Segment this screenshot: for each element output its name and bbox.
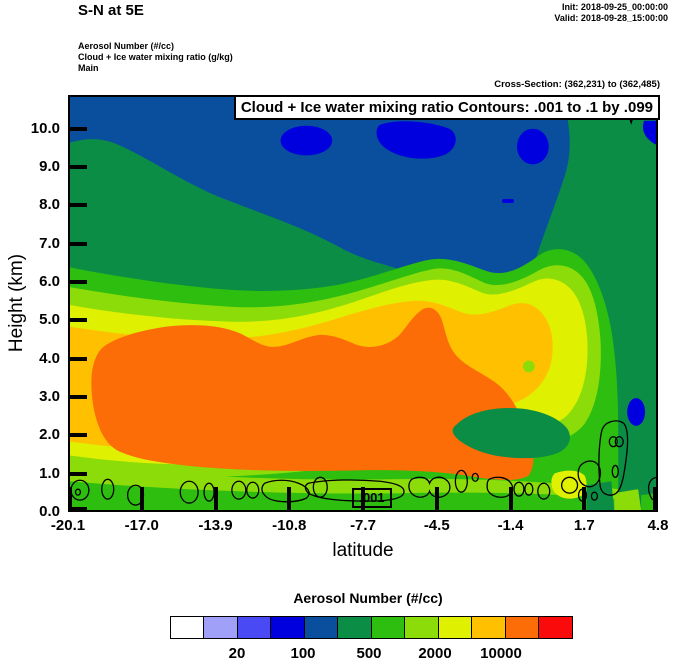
fill-blob-dark-green xyxy=(452,407,570,459)
y-tick-mark xyxy=(68,203,87,208)
x-tick-label: -17.0 xyxy=(124,517,159,534)
colorbar-label: 2000 xyxy=(418,645,452,662)
colorbar-swatch-10 xyxy=(504,616,540,639)
cloud-contour-lines xyxy=(70,110,656,506)
fill-band-surface-green xyxy=(70,481,619,510)
field-line-aerosol: Aerosol Number (#/cc) xyxy=(78,41,175,51)
page-title: S-N at 5E xyxy=(78,2,144,19)
fill-dot-yellow-green xyxy=(522,360,535,373)
colorbar-swatch-4 xyxy=(303,616,339,639)
x-tick-label: -4.5 xyxy=(423,517,450,534)
y-tick-label: 2.0 xyxy=(39,426,60,444)
init-timestamp: Init: 2018-09-25_00:00:00 xyxy=(561,2,668,12)
y-tick-label: 9.0 xyxy=(39,157,60,175)
colorbar-swatch-2 xyxy=(236,616,272,639)
colorbar-label: 20 xyxy=(228,645,246,662)
y-tick-mark xyxy=(68,126,87,131)
colorbar-label: 10000 xyxy=(480,645,522,662)
y-tick-mark xyxy=(68,164,87,169)
colorbar-label: 100 xyxy=(290,645,316,662)
y-tick-label: 6.0 xyxy=(39,272,60,290)
colorbar-swatch-11 xyxy=(538,616,573,639)
fill-blob-blue-1 xyxy=(280,125,333,156)
y-tick-label: 3.0 xyxy=(39,387,60,405)
colorbar-swatch-9 xyxy=(471,616,506,639)
x-tick-mark xyxy=(361,487,365,512)
colorbar xyxy=(169,616,573,639)
cross-section-info: Cross-Section: (362,231) to (362,485) xyxy=(494,79,660,90)
fill-blob-blue-4 xyxy=(643,120,656,145)
y-tick-label: 1.0 xyxy=(39,464,60,482)
colorbar-swatch-7 xyxy=(404,616,439,639)
y-tick-mark xyxy=(68,318,87,323)
y-tick-label: 5.0 xyxy=(39,311,60,329)
fill-patch-yellow-right xyxy=(551,470,587,499)
colorbar-swatch-6 xyxy=(370,616,406,639)
fill-blob-blue-5 xyxy=(502,199,514,203)
fill-blob-blue-lowright xyxy=(627,398,646,426)
x-tick-mark xyxy=(508,487,513,512)
y-tick-mark xyxy=(68,356,87,361)
colorbar-swatch-0 xyxy=(169,616,205,639)
fill-patch-dark-green-right xyxy=(586,481,615,510)
fill-region-orange-core xyxy=(91,307,534,480)
x-tick-mark xyxy=(434,487,439,512)
x-tick-mark xyxy=(139,487,144,512)
x-tick-label: -10.8 xyxy=(272,517,307,534)
valid-timestamp: Valid: 2018-09-28_15:00:00 xyxy=(554,13,668,23)
fill-patch-green-right xyxy=(641,493,656,510)
contour-field-canvas xyxy=(70,97,656,510)
contour-value-label: .001 xyxy=(352,488,392,508)
field-line-cloud: Cloud + Ice water mixing ratio (g/kg) xyxy=(78,52,233,62)
x-tick-label: 1.7 xyxy=(573,517,595,534)
x-tick-label: 4.8 xyxy=(647,517,669,534)
colorbar-swatch-1 xyxy=(203,616,238,639)
colorbar-label: 500 xyxy=(356,645,382,662)
x-tick-mark xyxy=(653,487,657,512)
y-tick-mark xyxy=(68,507,87,511)
x-tick-mark xyxy=(68,487,72,512)
x-tick-label: -13.9 xyxy=(198,517,233,534)
cross-section-plot xyxy=(68,95,658,512)
y-tick-label: 4.0 xyxy=(39,349,60,367)
y-tick-mark xyxy=(68,241,87,246)
x-tick-mark xyxy=(582,487,587,512)
y-axis-title: Height (km) xyxy=(6,253,27,353)
x-tick-mark xyxy=(287,487,292,512)
colorbar-swatch-3 xyxy=(270,616,305,639)
x-tick-label: -1.4 xyxy=(497,517,524,534)
y-tick-mark xyxy=(68,471,87,476)
y-tick-mark xyxy=(68,433,87,438)
y-tick-label: 8.0 xyxy=(39,196,60,214)
x-tick-mark xyxy=(213,487,218,512)
fill-patch-yellow-green-right xyxy=(614,489,642,510)
y-tick-label: 10.0 xyxy=(30,119,60,137)
y-tick-mark xyxy=(68,279,87,284)
y-tick-label: 0.0 xyxy=(39,503,60,520)
x-tick-label: -7.7 xyxy=(350,517,376,534)
field-line-domain: Main xyxy=(78,63,99,73)
fill-blob-blue-3 xyxy=(516,128,549,165)
x-tick-label: -20.1 xyxy=(50,517,86,534)
colorbar-swatch-5 xyxy=(337,616,372,639)
y-tick-mark xyxy=(68,394,87,399)
y-tick-label: 7.0 xyxy=(39,234,60,252)
colorbar-swatch-8 xyxy=(437,616,473,639)
contour-title-box: Cloud + Ice water mixing ratio Contours:… xyxy=(233,95,660,120)
x-axis-title: latitude xyxy=(332,540,394,561)
colorbar-title: Aerosol Number (#/cc) xyxy=(293,590,443,606)
fill-blob-blue-2 xyxy=(376,121,456,159)
